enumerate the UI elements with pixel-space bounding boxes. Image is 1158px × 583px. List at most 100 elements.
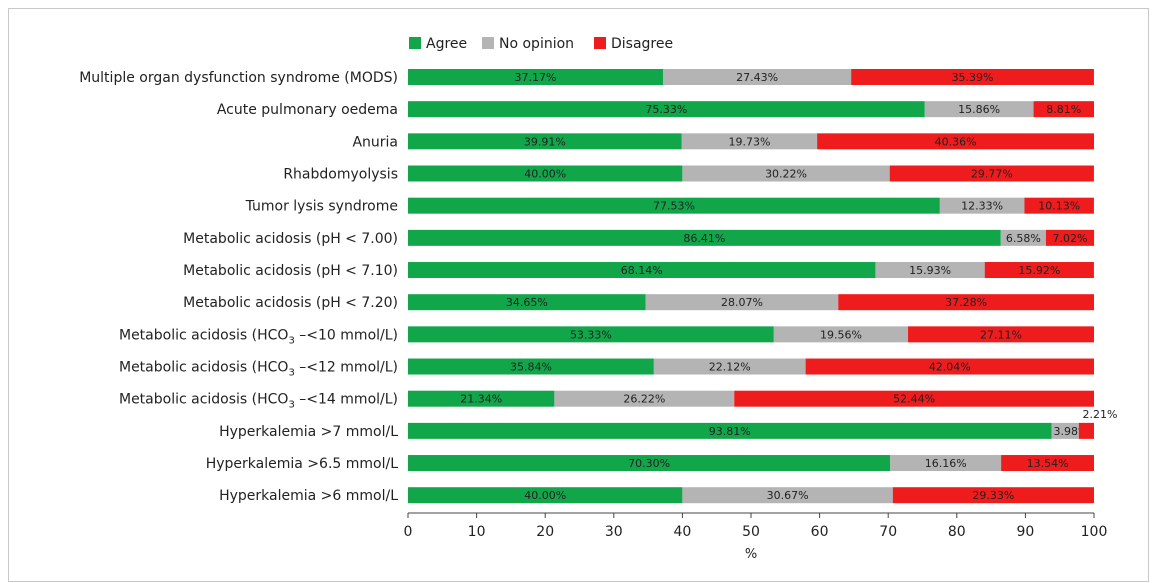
- data-label: 6.58%: [1006, 232, 1041, 245]
- data-label: 27.43%: [736, 71, 778, 84]
- bar-segment-disagree: [889, 165, 1094, 182]
- x-tick-label: 70: [879, 524, 897, 540]
- category-label: Metabolic acidosis (HCO3 –<10 mmol/L): [119, 327, 398, 346]
- bar-segment-no-opinion: [939, 197, 1025, 214]
- data-label: 19.73%: [728, 135, 770, 148]
- bar-segment-no-opinion: [1051, 422, 1079, 439]
- bar-segment-no-opinion: [875, 262, 985, 279]
- data-label: 40.00%: [524, 489, 566, 502]
- data-label: 15.92%: [1018, 264, 1060, 277]
- data-label: 29.33%: [972, 489, 1014, 502]
- legend-label-agree: Agree: [426, 36, 467, 52]
- legend-label-no-opinion: No opinion: [499, 36, 574, 52]
- x-tick-label: 40: [673, 524, 691, 540]
- bar-segment-disagree: [1078, 422, 1094, 439]
- bar-segment-disagree: [805, 358, 1094, 375]
- bar-segment-no-opinion: [924, 101, 1034, 118]
- data-label: 28.07%: [721, 296, 763, 309]
- bar-segment-agree: [408, 326, 774, 343]
- bar-segment-agree: [408, 165, 683, 182]
- bar-segment-agree: [408, 101, 925, 118]
- data-label: 16.16%: [925, 457, 967, 470]
- bar-segment-no-opinion: [890, 455, 1002, 472]
- data-label: 13.54%: [1027, 457, 1069, 470]
- data-label: 35.84%: [510, 361, 552, 374]
- data-label: 37.28%: [945, 296, 987, 309]
- bar-segment-disagree: [817, 133, 1094, 150]
- category-label: Anuria: [352, 134, 398, 150]
- data-label: 42.04%: [929, 361, 971, 374]
- legend-swatch-agree: [409, 37, 421, 49]
- bar-segment-no-opinion: [682, 487, 893, 504]
- category-label: Acute pulmonary oedema: [217, 102, 398, 118]
- data-label: 15.86%: [958, 103, 1000, 116]
- x-tick-label: 0: [404, 524, 413, 540]
- bar-segment-agree: [408, 197, 940, 214]
- data-label: 52.44%: [893, 393, 935, 406]
- category-label: Metabolic acidosis (pH < 7.00): [183, 231, 398, 247]
- category-label: Metabolic acidosis (pH < 7.10): [183, 263, 398, 279]
- x-tick-label: 20: [536, 524, 554, 540]
- data-label: 22.12%: [709, 361, 751, 374]
- bar-segment-agree: [408, 133, 682, 150]
- category-label: Rhabdomyolysis: [283, 167, 398, 183]
- data-label: 29.77%: [971, 168, 1013, 181]
- x-axis: 0 10 20 30 40 50 60 70 80 90 100%: [404, 512, 1108, 562]
- x-tick-label: 60: [811, 524, 829, 540]
- bar-segment-disagree: [984, 262, 1094, 279]
- x-tick-label: 90: [1016, 524, 1034, 540]
- bar-segment-no-opinion: [653, 358, 806, 375]
- data-label: 93.81%: [709, 425, 751, 438]
- bar-segment-agree: [408, 294, 646, 311]
- x-tick-label: 30: [605, 524, 623, 540]
- data-label: 7.02%: [1053, 232, 1088, 245]
- legend-swatch-disagree: [594, 37, 606, 49]
- data-label: 75.33%: [645, 103, 687, 116]
- data-label: 27.11%: [980, 328, 1022, 341]
- legend-label-disagree: Disagree: [611, 36, 673, 52]
- data-label: 10.13%: [1038, 200, 1080, 213]
- bar-segment-agree: [408, 69, 663, 85]
- bar-segment-no-opinion: [662, 69, 852, 85]
- bar-segment-disagree: [734, 390, 1094, 407]
- bar-segment-disagree: [1045, 229, 1095, 246]
- data-label: 2.21%: [1083, 408, 1118, 421]
- data-label: 53.33%: [570, 328, 612, 341]
- category-label: Hyperkalemia >6.5 mmol/L: [206, 456, 398, 472]
- bar-segment-agree: [408, 390, 555, 407]
- data-label: 21.34%: [460, 393, 502, 406]
- data-label: 19.56%: [820, 328, 862, 341]
- category-label: Metabolic acidosis (HCO3 –<14 mmol/L): [119, 392, 398, 411]
- data-label: 77.53%: [653, 200, 695, 213]
- bar-segment-no-opinion: [645, 294, 839, 311]
- x-tick-label: 50: [742, 524, 760, 540]
- bar-segment-no-opinion: [681, 133, 818, 150]
- data-label: 30.67%: [767, 489, 809, 502]
- bar-segment-disagree: [1001, 455, 1094, 472]
- data-label: 12.33%: [961, 200, 1003, 213]
- data-label: 40.00%: [524, 168, 566, 181]
- bar-segment-no-opinion: [1000, 229, 1046, 246]
- x-tick-label: 100: [1081, 524, 1108, 540]
- x-tick-label: 10: [468, 524, 486, 540]
- bar-segment-agree: [408, 422, 1052, 439]
- data-label: 35.39%: [952, 71, 994, 84]
- bar-segment-disagree: [838, 294, 1094, 311]
- data-label: 68.14%: [621, 264, 663, 277]
- legend: Agree No opinion Disagree: [409, 36, 673, 52]
- category-label: Multiple organ dysfunction syndrome (MOD…: [79, 70, 398, 86]
- data-label: 15.93%: [909, 264, 951, 277]
- category-label: Hyperkalemia >6 mmol/L: [219, 488, 398, 504]
- data-label: 37.17%: [515, 71, 557, 84]
- category-label: Tumor lysis syndrome: [245, 199, 398, 215]
- bar-segment-agree: [408, 455, 891, 472]
- x-axis-title: %: [745, 547, 757, 562]
- bar-segment-disagree: [908, 326, 1094, 343]
- category-label: Hyperkalemia >7 mmol/L: [219, 424, 398, 440]
- bar-segment-agree: [408, 487, 683, 504]
- bar-segment-disagree: [1024, 197, 1094, 214]
- bar-segment-no-opinion: [554, 390, 735, 407]
- category-label: Metabolic acidosis (pH < 7.20): [183, 295, 398, 311]
- bar-segment-no-opinion: [682, 165, 890, 182]
